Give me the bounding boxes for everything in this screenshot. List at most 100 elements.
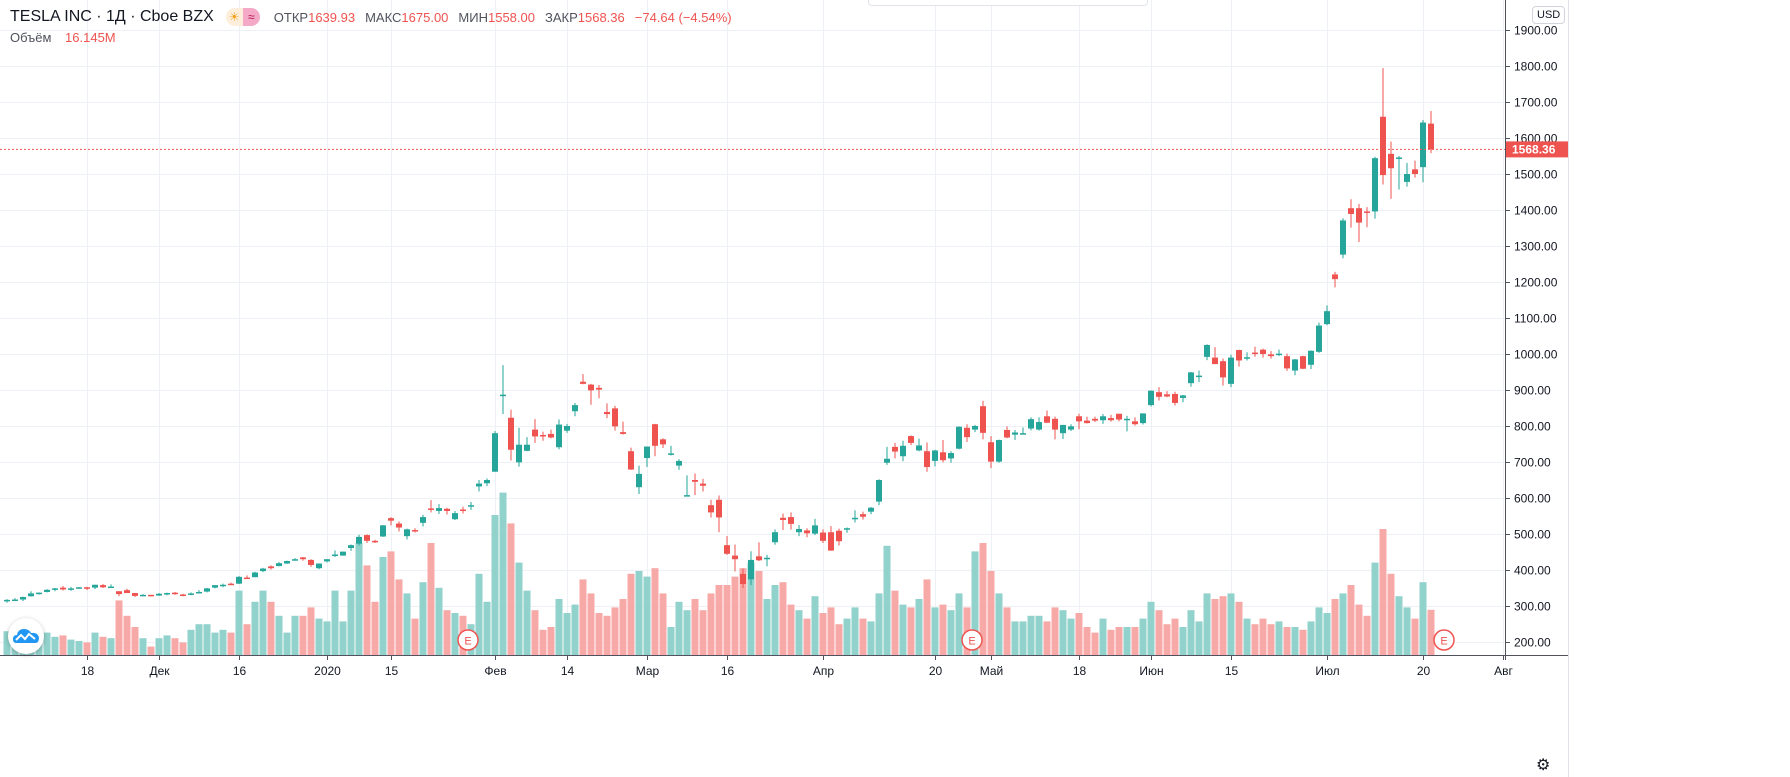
candle-down[interactable] (100, 585, 106, 588)
candle-down[interactable] (1156, 392, 1162, 397)
candle-up[interactable] (644, 446, 650, 459)
candle-down[interactable] (396, 523, 402, 528)
candle-up[interactable] (1124, 418, 1130, 421)
candle-down[interactable] (1084, 420, 1090, 424)
candle-up[interactable] (252, 572, 258, 578)
candle-up[interactable] (44, 589, 50, 592)
candle-down[interactable] (716, 499, 722, 518)
candle-down[interactable] (508, 417, 514, 450)
candle-down[interactable] (124, 590, 130, 594)
candle-up[interactable] (356, 536, 362, 544)
candle-down[interactable] (980, 406, 986, 433)
candle-up[interactable] (1060, 424, 1066, 434)
candle-down[interactable] (788, 517, 794, 524)
candle-down[interactable] (84, 587, 90, 589)
time-axis[interactable]: 18 Дек 16 2020 15 Фев 14 Мар 16 Апр 20 Май 18 Июн 15 Ию… (81, 655, 1514, 678)
candle-up[interactable] (324, 559, 330, 562)
candle-down[interactable] (388, 518, 394, 521)
earnings-marker[interactable] (457, 629, 479, 651)
candle-up[interactable] (484, 480, 490, 484)
candle-up[interactable] (1188, 372, 1194, 384)
candle-up[interactable] (220, 584, 226, 587)
candle-up[interactable] (796, 528, 802, 533)
candle-up[interactable] (772, 532, 778, 543)
candle-up[interactable] (1308, 350, 1314, 365)
candle-down[interactable] (908, 436, 914, 443)
candle-down[interactable] (444, 508, 450, 511)
candle-down[interactable] (1300, 356, 1306, 369)
candle-up[interactable] (932, 450, 938, 461)
earnings-marker[interactable] (961, 629, 983, 651)
candle-up[interactable] (500, 394, 506, 397)
candle-up[interactable] (1100, 416, 1106, 421)
candle-up[interactable] (812, 525, 818, 534)
candle-up[interactable] (236, 576, 242, 584)
candle-down[interactable] (1116, 413, 1122, 420)
candle-up[interactable] (764, 557, 770, 560)
candle-up[interactable] (284, 561, 290, 564)
candle-down[interactable] (532, 429, 538, 437)
candle-up[interactable] (1228, 357, 1234, 384)
candle-up[interactable] (36, 592, 42, 595)
candle-down[interactable] (924, 451, 930, 468)
candle-up[interactable] (1396, 157, 1402, 159)
candle-up[interactable] (1276, 353, 1282, 356)
candle-up[interactable] (380, 525, 386, 537)
candle-down[interactable] (116, 591, 122, 595)
candle-up[interactable] (748, 559, 754, 580)
candle-down[interactable] (780, 517, 786, 520)
candle-up[interactable] (1372, 158, 1378, 212)
candle-down[interactable] (228, 583, 234, 586)
candle-up[interactable] (348, 545, 354, 549)
candle-up[interactable] (1196, 375, 1202, 378)
candle-down[interactable] (1332, 274, 1338, 280)
candle-up[interactable] (668, 453, 674, 455)
price-axis[interactable]: 200.00 300.00 400.00 500.00 600.00 700.00 800.… (1505, 24, 1558, 650)
candle-down[interactable] (244, 577, 250, 580)
candle-up[interactable] (468, 505, 474, 507)
candle-down[interactable] (588, 384, 594, 391)
candle-up[interactable] (92, 584, 98, 588)
floating-toolbar[interactable] (868, 0, 1148, 6)
candle-up[interactable] (20, 597, 26, 600)
candle-down[interactable] (1092, 418, 1098, 421)
candle-down[interactable] (540, 435, 546, 437)
candle-up[interactable] (52, 588, 58, 590)
candle-up[interactable] (1204, 345, 1210, 357)
candle-up[interactable] (572, 405, 578, 412)
candle-down[interactable] (1388, 153, 1394, 169)
candle-up[interactable] (1036, 422, 1042, 430)
candle-up[interactable] (76, 587, 82, 589)
candle-up[interactable] (164, 593, 170, 595)
candle-up[interactable] (876, 480, 882, 502)
candle-down[interactable] (372, 540, 378, 543)
candle-up[interactable] (900, 445, 906, 457)
candle-up[interactable] (1068, 426, 1074, 430)
candle-up[interactable] (1324, 311, 1330, 325)
candle-up[interactable] (420, 517, 426, 523)
candle-down[interactable] (732, 555, 738, 560)
candle-down[interactable] (460, 509, 466, 512)
earnings-marker[interactable] (1433, 629, 1455, 651)
candle-up[interactable] (1244, 357, 1250, 359)
candle-up[interactable] (1292, 359, 1298, 371)
candle-up[interactable] (956, 426, 962, 449)
candle-up[interactable] (140, 594, 146, 597)
candle-down[interactable] (180, 594, 186, 596)
candle-up[interactable] (996, 440, 1002, 462)
candle-down[interactable] (1044, 416, 1050, 423)
candle-down[interactable] (1380, 116, 1386, 176)
candle-up[interactable] (1404, 174, 1410, 182)
candle-down[interactable] (1428, 123, 1434, 150)
candle-down[interactable] (660, 439, 666, 445)
candle-up[interactable] (332, 554, 338, 557)
candle-down[interactable] (308, 559, 314, 565)
candle-down[interactable] (740, 573, 746, 585)
candle-down[interactable] (1284, 356, 1290, 369)
candle-down[interactable] (1268, 354, 1274, 357)
candle-up[interactable] (1028, 419, 1034, 429)
candle-down[interactable] (804, 530, 810, 534)
candle-up[interactable] (196, 591, 202, 594)
candle-down[interactable] (756, 556, 762, 561)
candle-down[interactable] (132, 593, 138, 596)
